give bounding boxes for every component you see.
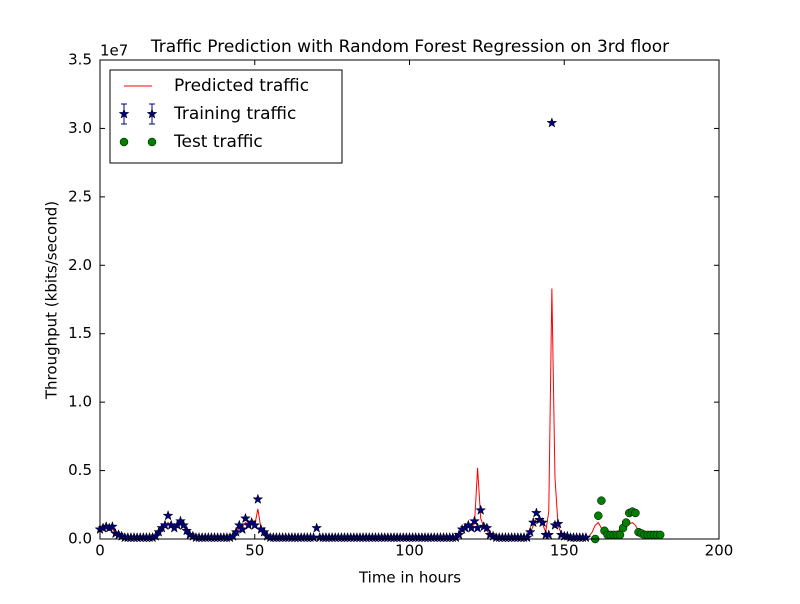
training-point <box>311 522 323 533</box>
training-point <box>249 519 261 530</box>
legend-label: Test traffic <box>173 132 263 152</box>
training-point <box>469 515 480 526</box>
training-point <box>178 519 190 530</box>
legend-marker <box>119 137 129 147</box>
training-point <box>530 507 542 518</box>
training-point <box>580 531 592 543</box>
training-point <box>252 493 264 504</box>
test-point <box>631 508 640 518</box>
training-point <box>181 525 193 536</box>
legend-marker <box>146 108 158 119</box>
test-point <box>594 511 603 520</box>
training-point <box>106 520 118 532</box>
y-offset-label: 1e7 <box>100 42 128 60</box>
training-point <box>453 529 465 540</box>
y-tick-label: 2.5 <box>68 187 92 205</box>
y-tick-label: 2.0 <box>68 256 92 274</box>
training-point <box>524 526 536 537</box>
training-point <box>230 526 242 537</box>
y-tick-label: 1.5 <box>68 324 92 342</box>
training-point <box>174 515 186 526</box>
training-point <box>475 504 487 515</box>
x-tick-label: 100 <box>395 542 424 560</box>
x-tick-label: 0 <box>95 542 105 560</box>
training-point <box>521 531 533 543</box>
training-point <box>233 519 245 530</box>
y-tick-label: 0.0 <box>68 530 92 548</box>
test-point <box>655 530 665 540</box>
x-axis-label: Time in hours <box>358 569 461 587</box>
x-tick-label: 150 <box>550 542 579 560</box>
training-point <box>552 518 564 529</box>
legend-marker <box>147 137 157 147</box>
y-tick-label: 3.0 <box>68 119 92 137</box>
y-tick-label: 3.5 <box>68 51 92 69</box>
test-point <box>597 496 606 505</box>
training-point <box>537 516 549 528</box>
training-point <box>527 516 539 528</box>
training-point <box>258 526 270 537</box>
legend-label: Training traffic <box>173 104 296 124</box>
plot-frame <box>99 59 720 540</box>
training-point <box>546 117 558 128</box>
legend-marker <box>118 108 130 119</box>
legend-label: Predicted traffic <box>174 76 309 96</box>
y-tick-label: 0.5 <box>68 461 92 479</box>
training-point <box>481 522 493 533</box>
x-tick-label: 50 <box>245 542 264 560</box>
chart-title: Traffic Prediction with Random Forest Re… <box>150 37 669 57</box>
training-point <box>239 512 251 524</box>
y-axis-label: Throughput (kbits/second) <box>43 201 61 400</box>
y-tick-label: 1.0 <box>68 393 92 411</box>
test-point <box>621 518 631 527</box>
x-tick-label: 200 <box>705 542 734 560</box>
training-point <box>543 529 555 540</box>
training-point <box>162 509 174 521</box>
